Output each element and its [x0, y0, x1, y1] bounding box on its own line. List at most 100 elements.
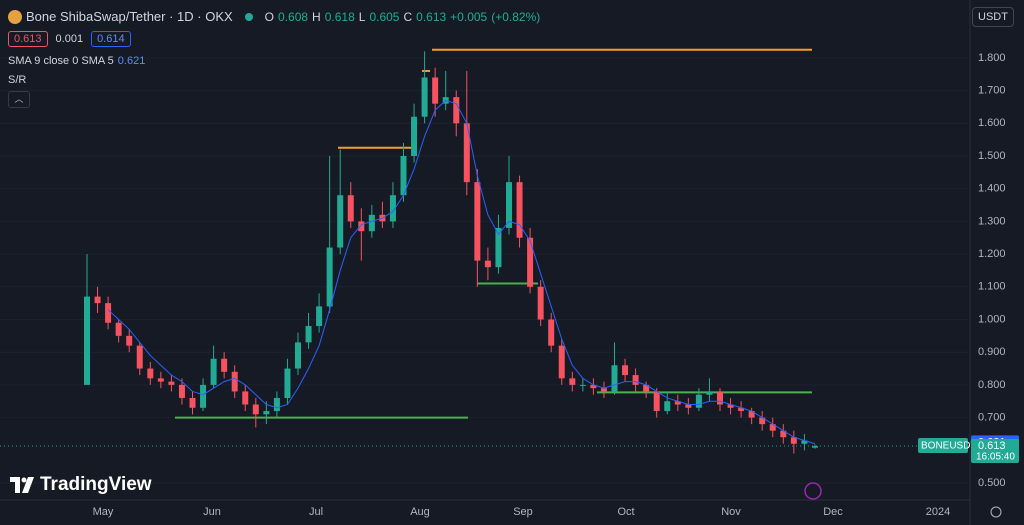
candle-body	[548, 319, 555, 346]
candle-body	[316, 306, 323, 327]
y-tick-label: 1.100	[978, 281, 1006, 293]
y-tick-label: 1.400	[978, 183, 1006, 195]
candle-body	[400, 155, 407, 196]
candle-body	[326, 247, 333, 307]
candle-body	[263, 411, 270, 415]
x-tick-label: Nov	[721, 506, 741, 518]
sma-line	[107, 99, 816, 445]
candle-body	[717, 391, 723, 405]
candle-body	[432, 77, 439, 104]
ohlc-key: H	[312, 9, 321, 24]
y-tick-label: 1.800	[978, 52, 1006, 64]
x-tick-label: Sep	[513, 506, 533, 518]
x-tick-label: Aug	[410, 506, 430, 518]
candle-body	[157, 378, 164, 382]
candle-body	[358, 221, 365, 232]
candle-body	[643, 384, 650, 392]
ohlc-key: L	[358, 9, 366, 24]
candle-body	[168, 381, 175, 385]
candle-body	[801, 440, 808, 444]
x-tick-label: Jul	[309, 506, 323, 518]
y-tick-label: 0.700	[978, 411, 1006, 423]
symbol-icon	[8, 9, 22, 24]
x-tick-label: May	[93, 506, 114, 518]
header: Bone ShibaSwap/Tether · 1D · OKX O 0.608 …	[8, 9, 540, 24]
candle-body	[695, 394, 702, 408]
brand-name: TradingView	[40, 474, 152, 495]
y-tick-label: 0.800	[978, 379, 1006, 391]
candle-body	[210, 358, 217, 385]
candle-body	[126, 335, 133, 346]
candle-body	[738, 407, 745, 412]
candle-body	[590, 384, 597, 389]
candle-body	[295, 342, 301, 369]
y-tick-label: 1.600	[978, 117, 1006, 129]
change: +0.005	[450, 9, 488, 24]
candle-body	[579, 384, 586, 386]
candle-body	[252, 404, 259, 415]
candle-body	[706, 391, 713, 395]
spread: 0.001	[55, 33, 84, 45]
x-tick-label: Jun	[203, 506, 221, 518]
candle-body	[790, 437, 797, 444]
ohlc-value: 0.605	[369, 9, 400, 24]
currency-button[interactable]: USDT	[972, 7, 1014, 27]
candle-body	[94, 296, 101, 304]
ohlc-key: C	[403, 9, 413, 24]
y-tick-label: 1.500	[978, 150, 1006, 162]
candle-body	[632, 375, 639, 385]
candle-body	[453, 97, 460, 124]
candle-body	[347, 195, 354, 222]
candle-body	[600, 388, 607, 392]
brand: TradingView	[10, 474, 152, 496]
countdown: 16:05:40	[976, 452, 1015, 463]
ohlc-key: O	[264, 9, 275, 24]
candle-body	[368, 214, 375, 232]
event-icon	[804, 482, 822, 500]
ohlc-value: 0.618	[324, 9, 355, 24]
candle-body	[147, 368, 154, 379]
candle-body	[506, 182, 512, 228]
ask[interactable]: 0.614	[91, 31, 131, 47]
candle-body	[474, 182, 481, 261]
quote-row: 0.613 0.001 0.614	[8, 31, 131, 47]
status-dot	[244, 12, 253, 21]
candle-body	[769, 424, 776, 431]
candle-body	[611, 365, 618, 392]
ohlc-value: 0.608	[278, 9, 309, 24]
collapse-button[interactable]: ︿	[8, 91, 30, 108]
sr-label: S/R	[8, 74, 27, 86]
y-tick-label: 1.200	[978, 248, 1006, 260]
symbol-tag-label: BONEUSDT	[921, 441, 977, 452]
candle-body	[273, 397, 280, 412]
candle-body	[189, 397, 196, 408]
y-tick-label: 1.700	[978, 84, 1006, 96]
candle-body	[337, 195, 344, 248]
y-tick-label: 0.500	[978, 477, 1006, 489]
candle-body	[759, 417, 766, 425]
candle-body	[231, 371, 238, 392]
candle-body	[653, 391, 660, 412]
last-price-tag	[971, 439, 1019, 464]
candle-body	[685, 404, 692, 408]
indicator-row: SMA 9 close 0 SMA 5 0.621	[8, 55, 145, 67]
x-tick-label: 2024	[926, 506, 950, 518]
candle-body	[527, 237, 534, 287]
candle-body	[674, 401, 681, 405]
candle-body	[537, 286, 544, 320]
candle-body	[105, 303, 112, 323]
candle-body	[495, 227, 502, 268]
candle-body	[811, 446, 818, 448]
candle-body	[178, 384, 185, 398]
candle-body	[484, 260, 491, 268]
candle-body	[516, 182, 523, 238]
candle-body	[389, 195, 396, 222]
bid[interactable]: 0.613	[8, 31, 48, 47]
change-pct: (+0.82%)	[491, 9, 541, 24]
candle-body	[136, 345, 143, 369]
candle-body	[463, 123, 470, 183]
ohlc-value: 0.613	[416, 9, 447, 24]
candle-body	[284, 368, 291, 398]
